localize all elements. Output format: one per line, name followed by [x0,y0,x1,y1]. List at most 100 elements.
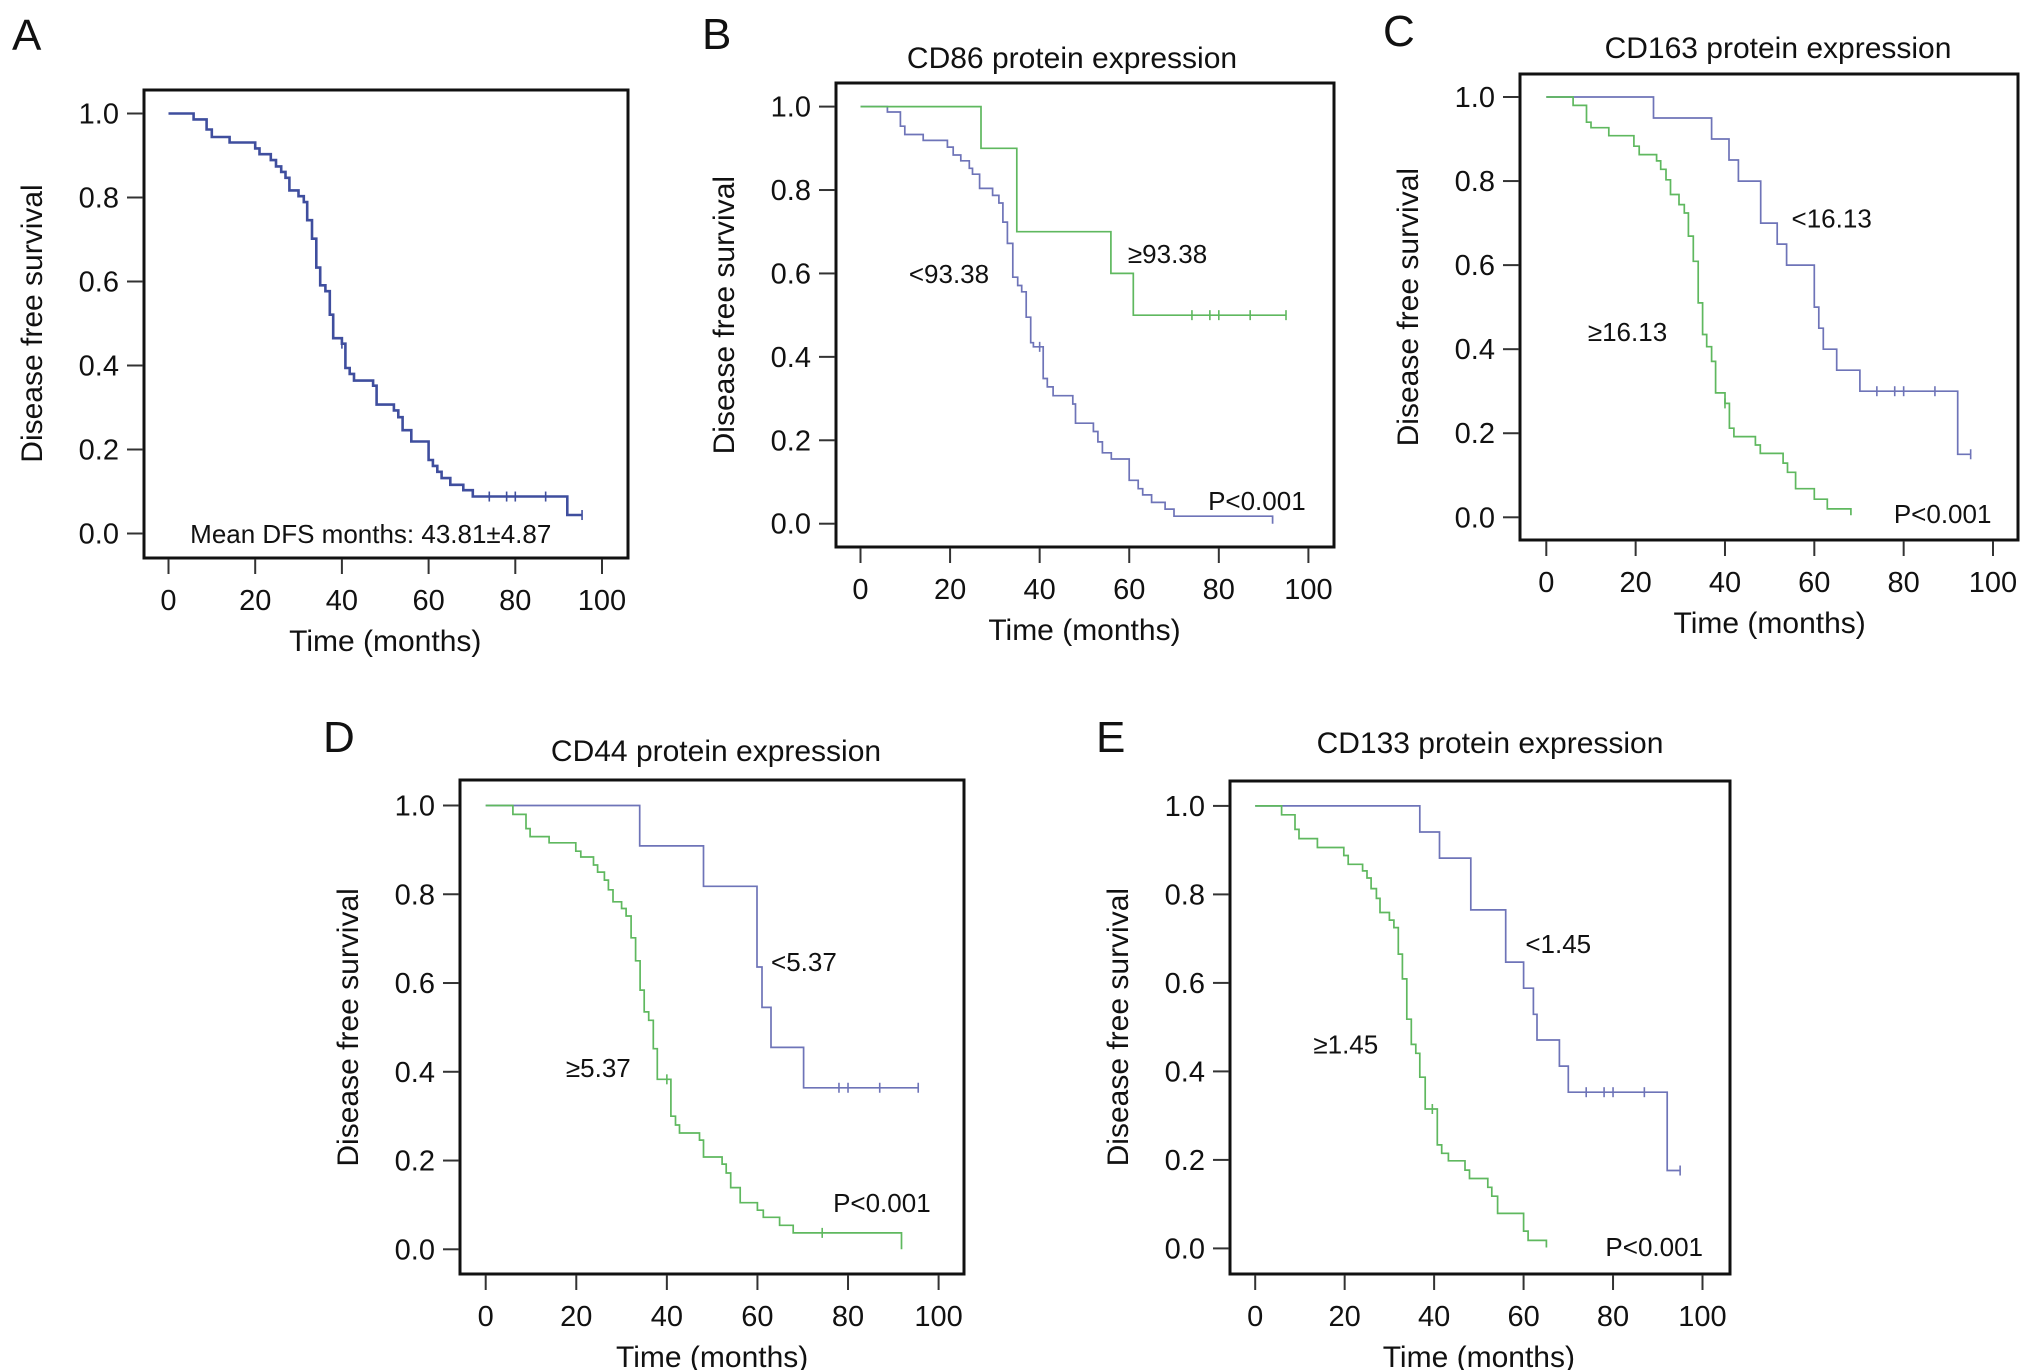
x-tick-label: 0 [852,574,868,606]
plot-frame [1228,779,1732,1276]
plot-frame [142,88,630,560]
survival-curve-series-2 [485,804,903,1250]
y-tick-label: 0.4 [79,351,119,383]
x-tick-label: 60 [412,585,444,617]
y-tick-label: 1.0 [771,92,811,124]
y-tick-label: 0.0 [1455,502,1495,534]
panel-title: CD133 protein expression [1317,727,1664,760]
p-value-annotation: P<0.001 [1605,1232,1703,1262]
plot-frame [458,778,966,1276]
y-tick-label: 0.6 [771,258,811,290]
series-label: <16.13 [1792,204,1872,234]
survival-curve-series-2 [1255,805,1548,1248]
y-tick-label: 0.6 [1455,250,1495,282]
panel-title: CD44 protein expression [551,735,881,768]
y-tick-label: 0.8 [79,183,119,215]
x-tick-label: 60 [1113,574,1145,606]
y-axis-title: Disease free survival [1392,168,1425,446]
series-label: ≥93.38 [1128,239,1207,269]
y-tick-label: 0.8 [771,175,811,207]
y-tick-label: 0.0 [79,519,119,551]
y-axis-title: Disease free survival [1102,888,1135,1166]
y-axis-title: Disease free survival [332,888,365,1166]
panel-title: CD163 protein expression [1605,32,1952,65]
x-tick-label: 100 [578,585,626,617]
x-tick-label: 0 [1538,567,1554,599]
y-tick-label: 0.4 [395,1057,435,1089]
x-tick-label: 80 [1597,1301,1629,1333]
x-tick-label: 0 [160,585,176,617]
plot-frame [834,81,1336,549]
y-tick-label: 1.0 [1165,791,1205,823]
survival-curve-series-2 [860,105,1286,317]
mean-dfs-annotation: Mean DFS months: 43.81±4.87 [190,519,551,549]
y-tick-label: 0.2 [79,435,119,467]
panel-e: E CD133 protein expression 0 20 40 60 80 100 0.0… [1096,713,1732,1370]
panel-c: C CD163 protein expression 0 20 40 60 80 100 0.0… [1383,7,2020,640]
x-tick-label: 80 [832,1301,864,1333]
x-tick-label: 20 [560,1301,592,1333]
y-axis-title: Disease free survival [708,176,741,454]
y-tick-label: 0.2 [1165,1145,1205,1177]
survival-curve-series-1 [485,804,919,1089]
series-label: ≥5.37 [566,1053,631,1083]
panel-letter: B [702,10,731,59]
survival-curve-series-1 [168,112,583,517]
y-tick-label: 0.4 [1455,334,1495,366]
x-tick-label: 80 [1888,567,1920,599]
panel-title: CD86 protein expression [907,42,1237,75]
survival-curve-series-1 [1255,805,1681,1172]
y-tick-label: 0.6 [1165,968,1205,1000]
x-tick-label: 20 [1620,567,1652,599]
plot-frame [1518,72,2020,542]
y-tick-label: 0.8 [1165,879,1205,911]
p-value-annotation: P<0.001 [1894,499,1992,529]
x-tick-label: 100 [914,1301,962,1333]
x-tick-label: 60 [741,1301,773,1333]
panel-letter: E [1096,713,1125,762]
x-tick-label: 40 [1024,574,1056,606]
series-label: ≥1.45 [1313,1029,1378,1059]
y-tick-label: 0.8 [395,879,435,911]
survival-curve-series-1 [1546,96,1971,456]
panel-b: B CD86 protein expression 0 20 40 60 80 100 0.0 0… [702,10,1336,647]
panel-letter: A [12,11,42,60]
y-tick-label: 0.2 [771,425,811,457]
y-tick-label: 0.0 [395,1234,435,1266]
x-tick-label: 40 [651,1301,683,1333]
y-tick-label: 1.0 [395,791,435,823]
panel-a: A 0 20 40 60 80 100 0.0 0.2 0.4 0.6 0.8 1.0 Time (mon… [12,11,630,658]
x-tick-label: 0 [478,1301,494,1333]
y-tick-label: 0.2 [395,1146,435,1178]
y-tick-label: 0.6 [79,267,119,299]
y-tick-label: 0.0 [1165,1233,1205,1265]
x-tick-label: 80 [1203,574,1235,606]
x-tick-label: 100 [1969,567,2017,599]
x-axis-title: Time (months) [1674,607,1866,640]
series-label: ≥16.13 [1588,317,1667,347]
x-tick-label: 60 [1798,567,1830,599]
x-tick-label: 0 [1247,1301,1263,1333]
x-tick-label: 20 [934,574,966,606]
series-label: <93.38 [909,259,989,289]
x-axis-title: Time (months) [988,614,1180,647]
y-tick-label: 1.0 [79,99,119,131]
panel-d: D CD44 protein expression 0 20 40 60 80 100 0.0 0… [323,713,966,1370]
x-tick-label: 20 [239,585,271,617]
panel-letter: D [323,713,355,762]
p-value-annotation: P<0.001 [1208,486,1306,516]
x-tick-label: 40 [326,585,358,617]
series-label: <1.45 [1525,929,1591,959]
x-axis-title: Time (months) [616,1341,808,1370]
p-value-annotation: P<0.001 [833,1188,931,1218]
x-tick-label: 60 [1507,1301,1539,1333]
x-axis-title: Time (months) [289,625,481,658]
y-tick-label: 0.4 [1165,1056,1205,1088]
y-tick-label: 0.0 [771,509,811,541]
panel-letter: C [1383,7,1415,56]
y-tick-label: 0.4 [771,342,811,374]
y-axis-title: Disease free survival [16,184,49,462]
x-tick-label: 40 [1709,567,1741,599]
x-tick-label: 100 [1678,1301,1726,1333]
